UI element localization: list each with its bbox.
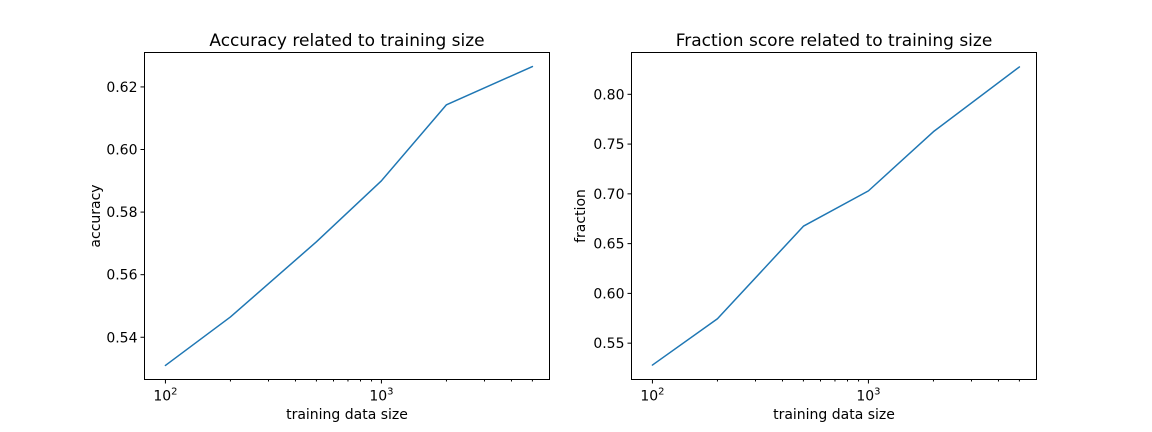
y-tick-label: 0.65 — [593, 237, 624, 253]
plot-area-frame — [144, 52, 550, 380]
y-axis-label: fraction — [573, 189, 589, 243]
y-tick-label: 0.60 — [106, 143, 137, 159]
chart-title: Fraction score related to training size — [676, 31, 993, 51]
x-tick-label: 103 — [856, 387, 880, 405]
plot-area-frame — [631, 52, 1037, 380]
x-tick-label: 102 — [640, 387, 664, 405]
y-ticks: 0.54 0.56 0.58 0.60 0.62 — [106, 80, 145, 346]
y-tick-label: 0.54 — [106, 330, 137, 346]
y-ticks: 0.55 0.60 0.65 0.70 0.75 0.80 — [593, 87, 632, 352]
series-line — [164, 65, 534, 367]
y-tick-label: 0.75 — [593, 137, 624, 153]
y-tick-label: 0.60 — [593, 286, 624, 302]
x-tick-label: 103 — [369, 387, 393, 405]
chart-accuracy: Accuracy related to training size 102 103… — [88, 31, 550, 423]
y-tick-label: 0.80 — [593, 87, 624, 103]
y-tick-label: 0.62 — [106, 80, 137, 96]
x-ticks: 102 103 — [153, 379, 533, 405]
x-axis-label: training data size — [773, 407, 895, 423]
y-tick-label: 0.56 — [106, 268, 137, 284]
y-tick-label: 0.70 — [593, 187, 624, 203]
chart-fraction: Fraction score related to training size … — [573, 31, 1037, 423]
x-ticks: 102 103 — [640, 379, 1020, 405]
series-line — [651, 66, 1021, 366]
y-tick-label: 0.58 — [106, 205, 137, 221]
x-tick-label: 102 — [153, 387, 177, 405]
y-tick-label: 0.55 — [593, 336, 624, 352]
x-axis-label: training data size — [286, 407, 408, 423]
y-axis-label: accuracy — [88, 184, 104, 247]
chart-title: Accuracy related to training size — [209, 31, 484, 51]
